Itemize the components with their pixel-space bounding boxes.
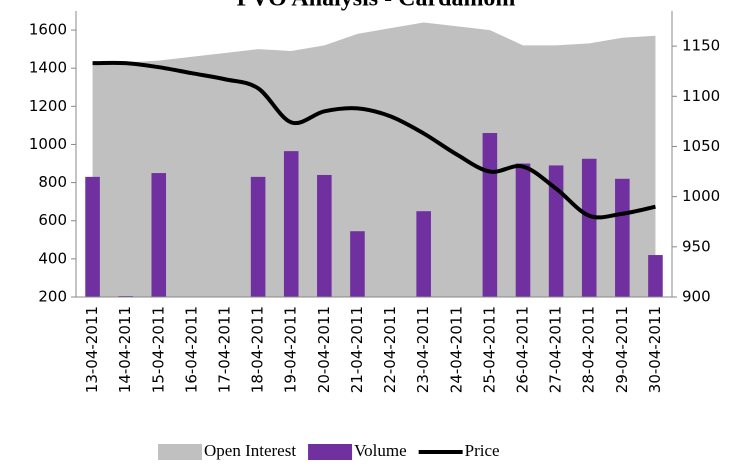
legend-label: Open Interest xyxy=(204,441,296,460)
y2-tick-label: 900 xyxy=(682,288,711,306)
y2-tick-label: 1000 xyxy=(682,187,720,205)
x-tick-label: 15-04-2011 xyxy=(149,306,167,393)
bar xyxy=(350,231,365,297)
area xyxy=(92,22,656,297)
x-tick-label: 29-04-2011 xyxy=(613,306,631,393)
y2-tick-label: 1150 xyxy=(682,37,720,55)
bar xyxy=(581,158,597,297)
y-tick-label: 400 xyxy=(38,249,67,267)
y-tick-label: 1600 xyxy=(29,21,67,39)
x-tick-label: 23-04-2011 xyxy=(414,306,432,393)
x-tick-label: 30-04-2011 xyxy=(646,306,664,393)
legend-swatch xyxy=(308,444,353,460)
bar xyxy=(151,173,167,297)
x-tick-label: 24-04-2011 xyxy=(447,306,465,393)
x-tick-label: 21-04-2011 xyxy=(348,306,366,393)
x-tick-label: 26-04-2011 xyxy=(514,306,532,393)
bar xyxy=(283,151,299,297)
x-tick-label: 16-04-2011 xyxy=(182,306,200,393)
y-tick-label: 600 xyxy=(38,211,67,229)
y2-tick-label: 1100 xyxy=(682,87,720,105)
legend-swatch xyxy=(158,444,202,460)
bar xyxy=(648,255,663,297)
y-tick-label: 1000 xyxy=(29,135,67,153)
x-tick-label: 22-04-2011 xyxy=(381,306,399,393)
bar xyxy=(482,133,498,297)
bar xyxy=(615,178,630,297)
x-tick-label: 14-04-2011 xyxy=(116,306,134,393)
x-tick-label: 28-04-2011 xyxy=(580,306,598,393)
x-tick-label: 20-04-2011 xyxy=(315,306,333,393)
legend-label: Price xyxy=(465,441,500,460)
x-tick-label: 13-04-2011 xyxy=(83,306,101,393)
y-tick-label: 1200 xyxy=(29,97,67,115)
chart-title: PVO Analysis - Cardamom xyxy=(237,0,516,12)
y2-tick-label: 950 xyxy=(682,237,711,255)
y2-tick-label: 1050 xyxy=(682,137,720,155)
x-tick-label: 18-04-2011 xyxy=(249,306,267,393)
bar xyxy=(317,174,332,297)
y-tick-label: 200 xyxy=(38,288,67,306)
y-tick-label: 1400 xyxy=(29,59,67,77)
bar xyxy=(515,163,531,297)
x-tick-label: 19-04-2011 xyxy=(282,306,300,393)
bar xyxy=(548,165,564,297)
line xyxy=(92,60,656,220)
x-tick-label: 27-04-2011 xyxy=(547,306,565,393)
x-tick-label: 17-04-2011 xyxy=(216,306,234,393)
legend-label: Volume xyxy=(354,441,407,460)
bar xyxy=(85,176,100,297)
y-tick-label: 800 xyxy=(38,173,67,191)
bar xyxy=(416,211,431,297)
x-tick-label: 25-04-2011 xyxy=(480,306,498,393)
bar xyxy=(250,176,266,297)
